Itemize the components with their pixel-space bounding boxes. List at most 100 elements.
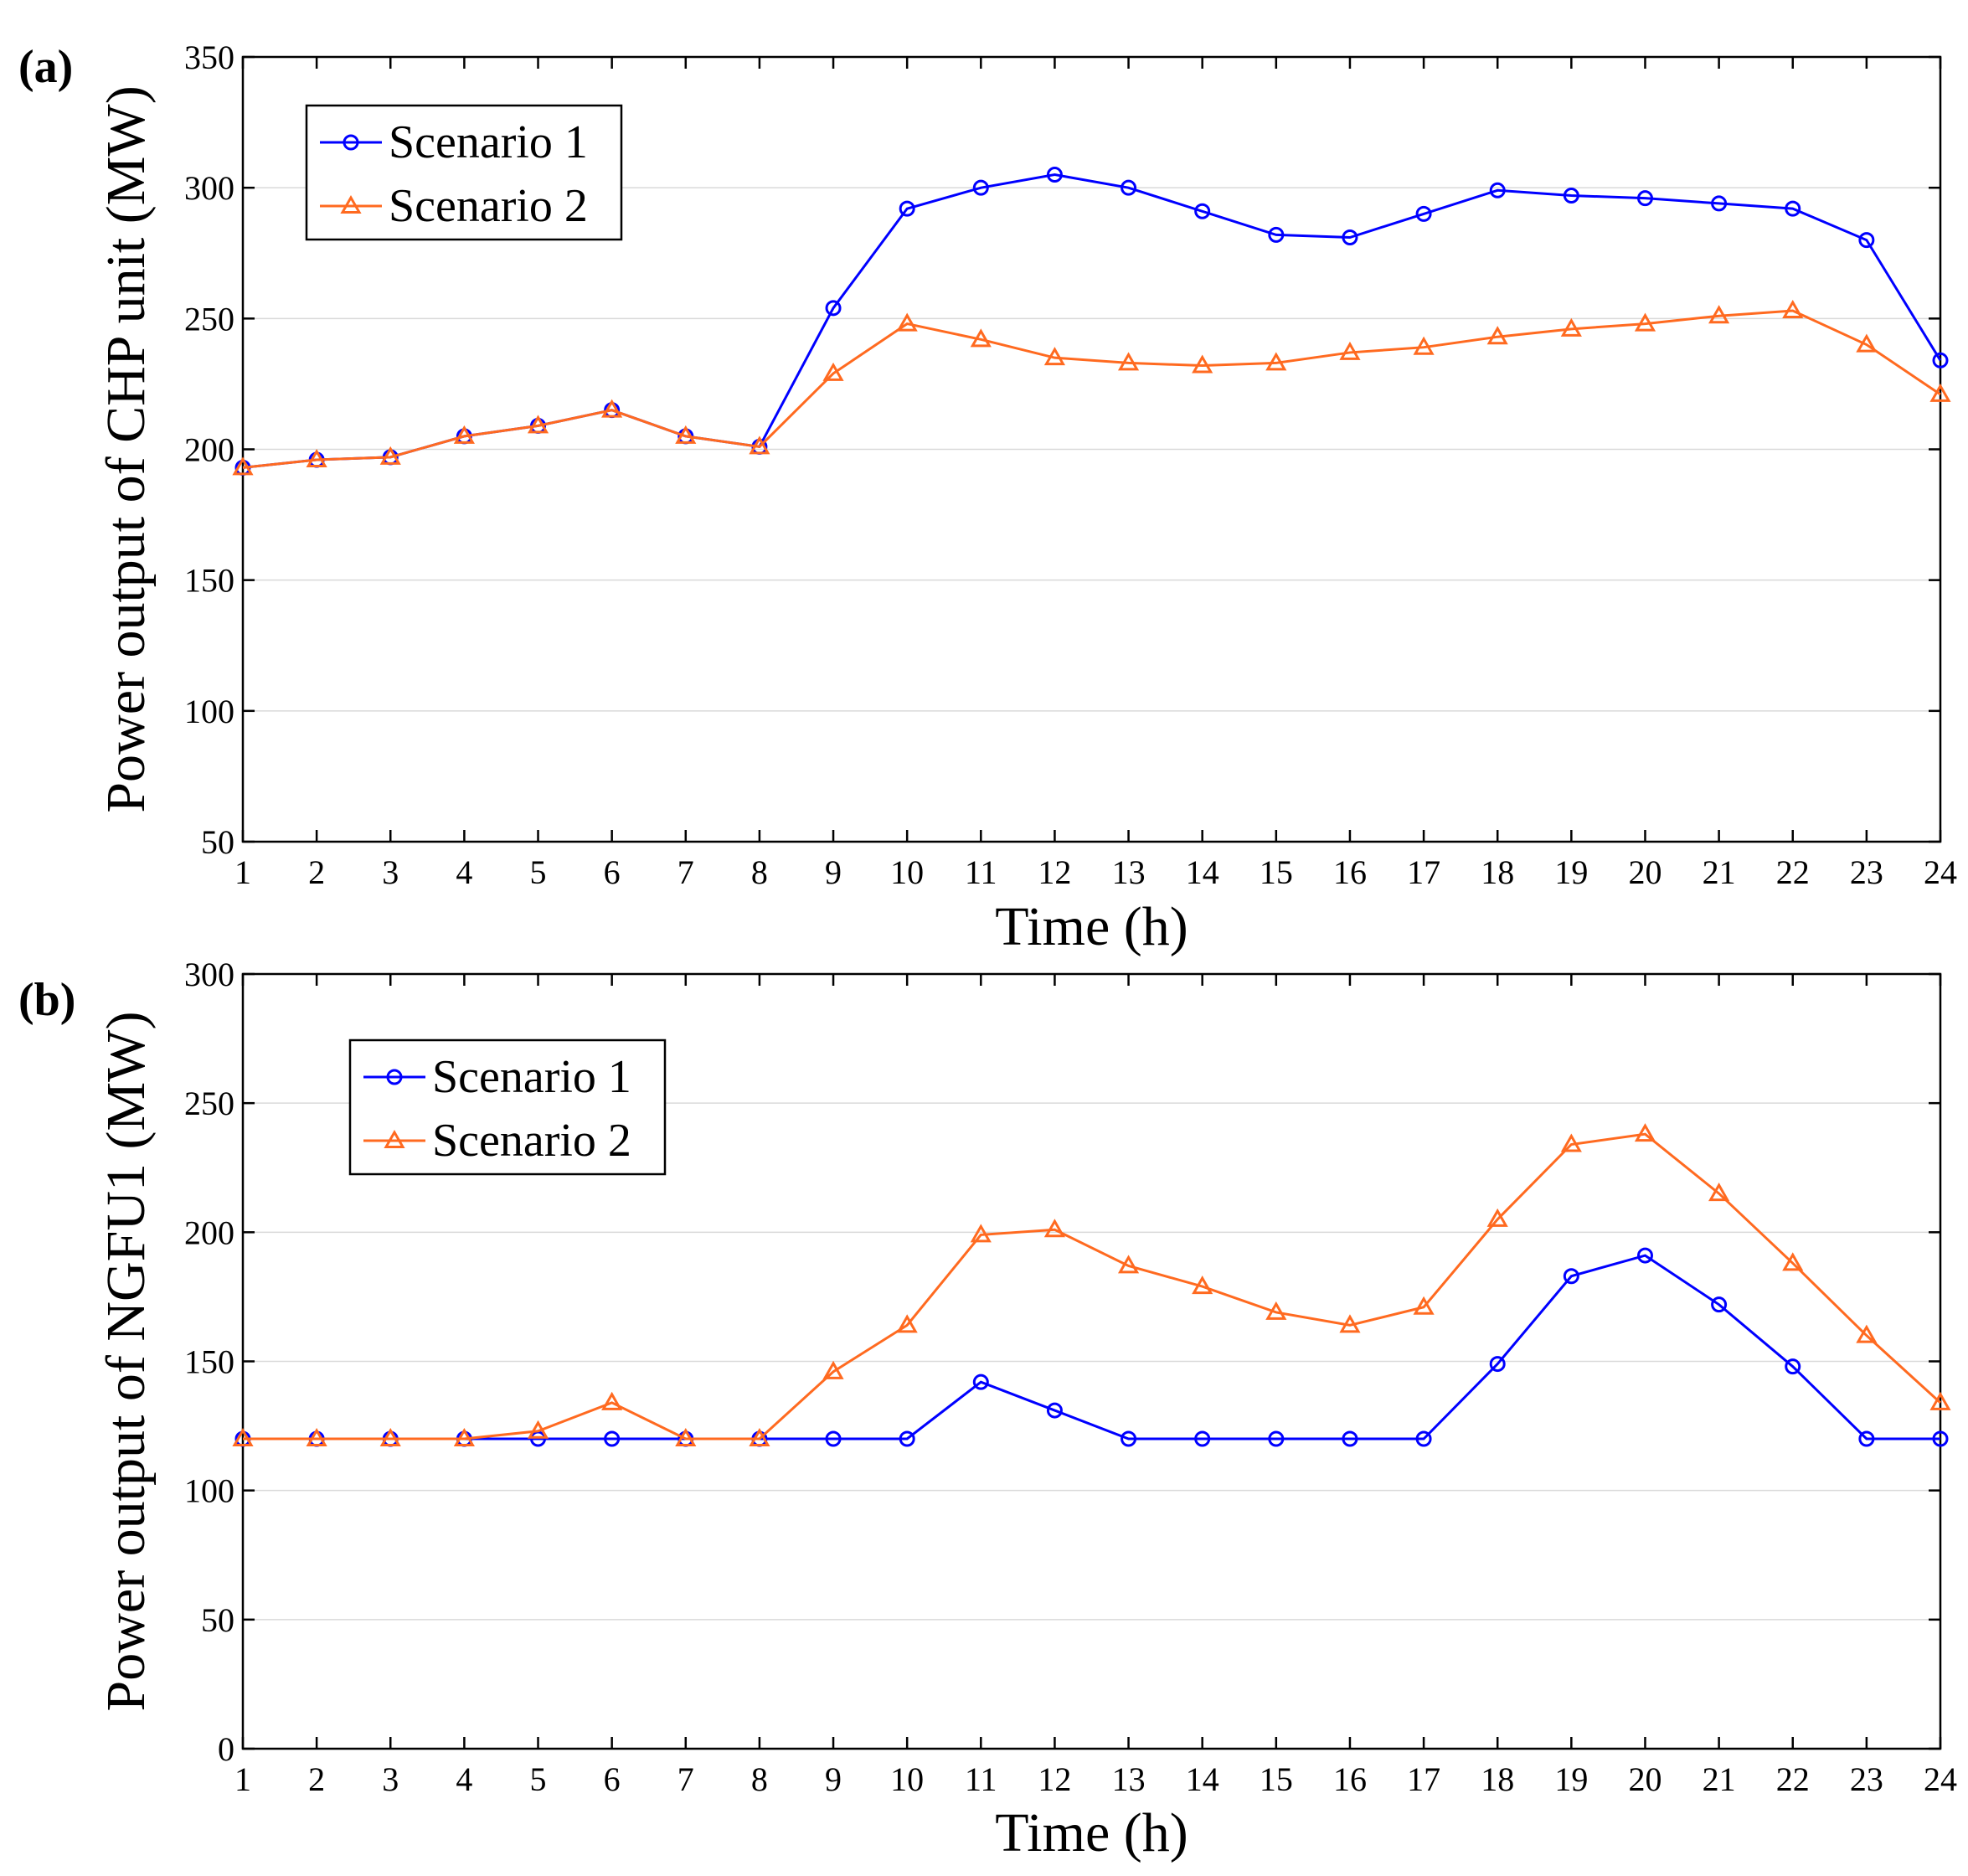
x-tick-label: 17	[1407, 1760, 1440, 1798]
legend-marker	[386, 1069, 403, 1085]
x-tick-label: 3	[382, 1760, 399, 1798]
y-tick-label: 300	[184, 956, 234, 993]
data-point	[1560, 1133, 1582, 1152]
data-point	[1046, 1402, 1063, 1419]
y-tick-label: 250	[184, 300, 234, 338]
y-tick-label: 150	[184, 562, 234, 600]
x-tick-label: 11	[965, 853, 997, 891]
data-point	[1043, 1219, 1066, 1238]
series-2	[232, 299, 1951, 476]
data-point	[1415, 1430, 1432, 1447]
y-tick-label: 0	[218, 1730, 234, 1768]
x-tick-label: 20	[1628, 1760, 1661, 1798]
data-point	[675, 1427, 697, 1446]
y-tick-label: 100	[184, 1472, 234, 1510]
data-point	[601, 1391, 623, 1410]
legend: Scenario 1 Scenario 2	[348, 1038, 667, 1176]
x-axis-title: Time (h)	[995, 896, 1187, 957]
x-tick-label: 7	[677, 1760, 694, 1798]
data-point	[1856, 333, 1878, 353]
data-point	[1563, 1268, 1579, 1285]
legend-box	[348, 1038, 667, 1176]
x-tick-label: 5	[530, 1760, 547, 1798]
x-tick-label: 23	[1850, 1760, 1883, 1798]
data-point	[970, 1224, 992, 1243]
x-tick-label: 5	[530, 853, 547, 891]
x-tick-label: 8	[751, 1760, 768, 1798]
x-tick-label: 9	[825, 853, 842, 891]
data-point	[1342, 229, 1358, 246]
data-point	[675, 425, 697, 444]
data-point	[1858, 1430, 1875, 1447]
legend-marker	[343, 134, 359, 151]
data-point	[1192, 354, 1213, 374]
data-point	[822, 1360, 844, 1379]
data-point	[1634, 1123, 1656, 1142]
data-point	[527, 1420, 549, 1439]
x-tick-label: 9	[825, 1760, 842, 1798]
y-tick-label: 50	[201, 823, 234, 861]
data-point	[1268, 1430, 1285, 1447]
legend-box	[305, 104, 623, 241]
y-tick-label: 350	[184, 39, 234, 76]
data-point	[453, 425, 475, 444]
panel-label: (a)	[18, 41, 73, 93]
series-line	[243, 1132, 1942, 1440]
data-point	[825, 1430, 842, 1447]
data-point	[1339, 341, 1361, 360]
legend-label: Scenario 1	[432, 1051, 631, 1103]
x-tick-label: 1	[234, 1760, 251, 1798]
data-point	[749, 436, 770, 455]
data-point	[1560, 317, 1582, 337]
data-point	[1785, 1358, 1801, 1375]
x-tick-label: 3	[382, 853, 399, 891]
data-point	[1634, 312, 1656, 332]
data-point	[1415, 205, 1432, 222]
data-point	[306, 448, 327, 467]
y-axis-title: Power output of CHP unit (MW)	[95, 85, 157, 812]
y-tick-label: 100	[184, 693, 234, 730]
data-point	[1043, 347, 1066, 366]
x-tick-label: 14	[1186, 853, 1219, 891]
x-tick-label: 7	[677, 853, 694, 891]
legend-marker	[384, 1129, 405, 1148]
x-tick-label: 18	[1481, 1760, 1514, 1798]
x-tick-label: 11	[965, 1760, 997, 1798]
x-tick-label: 4	[456, 853, 472, 891]
data-point	[1782, 299, 1804, 318]
data-point	[1708, 305, 1730, 324]
data-point	[1342, 1430, 1358, 1447]
data-point	[1486, 1208, 1508, 1227]
series-line	[243, 1254, 1940, 1440]
x-tick-label: 23	[1850, 853, 1883, 891]
series-1	[234, 1247, 1949, 1447]
x-tick-label: 19	[1554, 1760, 1588, 1798]
data-point	[1489, 182, 1506, 198]
x-tick-label: 14	[1186, 1760, 1219, 1798]
x-tick-label: 6	[604, 853, 621, 891]
y-tick-label: 250	[184, 1085, 234, 1122]
data-point	[453, 1427, 475, 1446]
x-tick-label: 21	[1703, 1760, 1736, 1798]
data-point	[1708, 1183, 1730, 1202]
data-point	[896, 312, 918, 332]
x-tick-label: 2	[308, 1760, 325, 1798]
data-point	[379, 446, 401, 465]
y-tick-label: 300	[184, 169, 234, 207]
y-tick-label: 150	[184, 1343, 234, 1381]
y-axis-title: Power output of NGFU1 (MW)	[95, 1012, 157, 1712]
x-tick-label: 2	[308, 853, 325, 891]
x-axis-title: Time (h)	[995, 1802, 1187, 1863]
y-tick-label: 50	[201, 1601, 234, 1639]
legend-label: Scenario 2	[389, 180, 588, 232]
x-tick-label: 17	[1407, 853, 1440, 891]
x-tick-label: 1	[234, 853, 251, 891]
x-tick-label: 21	[1703, 853, 1736, 891]
data-point	[1636, 1247, 1653, 1264]
x-tick-label: 15	[1260, 1760, 1293, 1798]
data-point	[1856, 1324, 1878, 1343]
data-point	[527, 415, 549, 434]
